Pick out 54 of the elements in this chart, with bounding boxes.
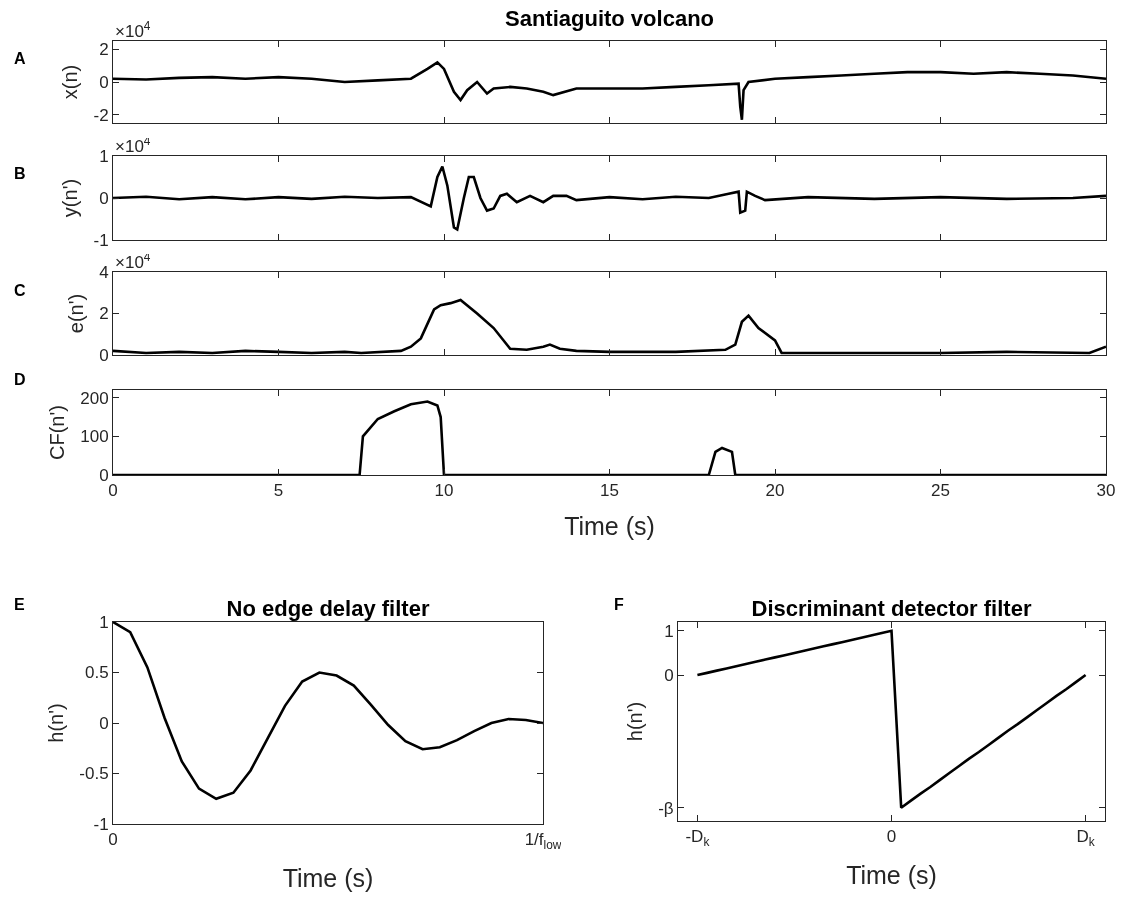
- x-tick-label: 25: [931, 481, 950, 501]
- x-tick-label: 5: [273, 481, 284, 501]
- y-axis-title: e(n'): [64, 293, 87, 334]
- line-series: [696, 629, 1087, 810]
- y-tick-label: 0: [99, 188, 109, 208]
- y-tick-label: 1: [99, 146, 109, 166]
- chart-title: No edge delay filter: [226, 595, 430, 621]
- y-axis-title: x(n): [58, 64, 81, 100]
- y-tick-label: -β: [658, 798, 674, 818]
- x-tick-label: D$_{k}$: [1076, 827, 1095, 849]
- x-tick-label: 20: [765, 481, 785, 501]
- line-series: [113, 622, 543, 801]
- x-tick-label: 0: [886, 827, 897, 847]
- x-axis-title: Time (s): [282, 863, 374, 892]
- annotation: ×10$^{4}$: [115, 19, 151, 42]
- y-tick-label: 0: [99, 713, 109, 733]
- y-tick-label: 2: [99, 40, 109, 60]
- text: E: [14, 596, 25, 613]
- y-tick-label: 100: [80, 427, 109, 447]
- y-tick-label: 0: [664, 666, 674, 686]
- y-tick-label: 200: [80, 388, 109, 408]
- x-tick-label: 15: [600, 481, 619, 501]
- y-tick-label: 0.5: [84, 663, 109, 683]
- text: C: [14, 282, 26, 299]
- y-tick-label: -1: [93, 230, 109, 250]
- y-tick-label: 0: [99, 72, 109, 92]
- x-axis-title: Time (s): [846, 860, 937, 889]
- line-series: [113, 400, 1106, 475]
- chart-title: Santiaguito volcano: [504, 5, 715, 31]
- y-tick-label: 0: [99, 465, 109, 485]
- y-axis-title: CF(n'): [45, 405, 68, 460]
- x-tick-label: 1/f$_{low}$: [524, 830, 562, 852]
- y-axis-title: y(n'): [58, 178, 81, 218]
- y-tick-label: -0.5: [79, 764, 109, 784]
- x-axis-title: Time (s): [564, 512, 655, 541]
- text: B: [14, 165, 26, 182]
- x-tick-label: 30: [1096, 481, 1116, 501]
- text: F: [614, 596, 624, 613]
- y-tick-label: 1: [664, 621, 674, 641]
- y-tick-label: 4: [99, 262, 109, 282]
- x-tick-label: 10: [434, 481, 454, 501]
- y-tick-label: 0: [99, 345, 109, 365]
- text: D: [14, 371, 26, 388]
- y-axis-title: h(n'): [623, 701, 646, 742]
- y-tick-label: -1: [93, 814, 109, 834]
- y-tick-label: 2: [99, 304, 109, 324]
- y-tick-label: -2: [93, 105, 109, 125]
- chart-title: Discriminant detector filter: [751, 595, 1032, 621]
- y-tick-label: 1: [99, 612, 109, 632]
- text: A: [14, 50, 26, 67]
- line-series: [113, 61, 1106, 122]
- y-axis-title: h(n'): [44, 703, 67, 743]
- x-tick-label: -D$_{k}$: [685, 827, 710, 849]
- line-series: [113, 298, 1106, 355]
